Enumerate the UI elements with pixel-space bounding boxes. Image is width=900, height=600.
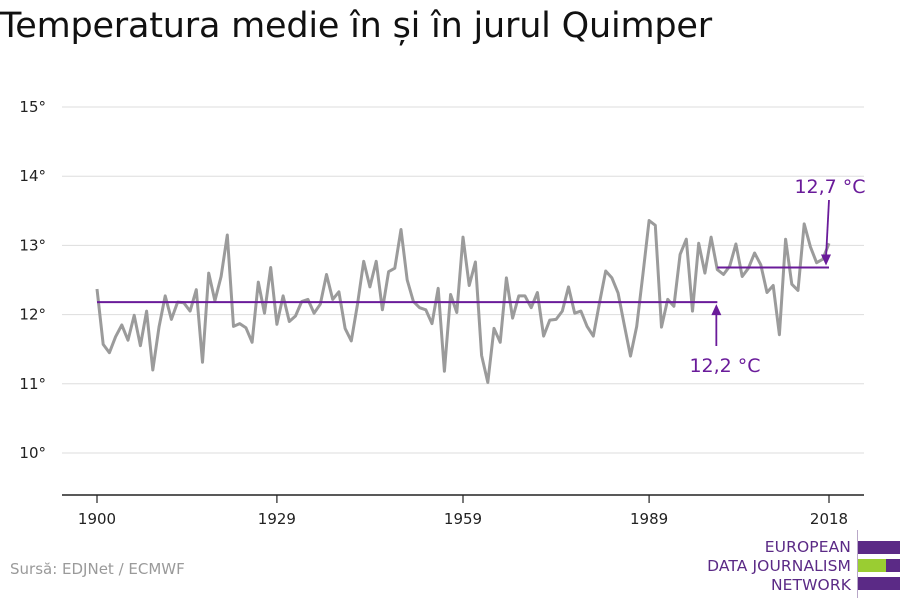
- x-tick-label-1929: 1929: [258, 510, 296, 528]
- x-tick-label-2018: 2018: [810, 510, 848, 528]
- x-tick-label-1959: 1959: [444, 510, 482, 528]
- logo-line-1: EUROPEAN: [764, 538, 851, 556]
- annotation-label-1: 12,2 °C: [689, 355, 760, 377]
- logo-line-2: DATA JOURNALISM: [707, 557, 851, 575]
- logo-line-3: NETWORK: [770, 576, 851, 594]
- edjnet-logo[interactable]: EUROPEAN DATA JOURNALISM NETWORK: [700, 528, 900, 600]
- logo-divider: [857, 530, 858, 598]
- annotation-arrowhead-2: [821, 254, 831, 266]
- average-lines: [97, 266, 829, 304]
- x-axis-ticks: 1900 1929 1959 1989 2018: [78, 495, 848, 528]
- logo-bar-top: [858, 541, 900, 554]
- y-tick-label-11: 11°: [19, 375, 46, 393]
- logo-bar-mid-purple: [886, 559, 900, 572]
- x-tick-label-1900: 1900: [78, 510, 116, 528]
- source-note: Sursă: EDJNet / ECMWF: [10, 560, 185, 578]
- x-tick-label-1989: 1989: [630, 510, 668, 528]
- logo-bar-mid-green: [858, 559, 886, 572]
- annotation-arrowhead-1: [711, 304, 722, 316]
- y-tick-label-14: 14°: [19, 167, 46, 185]
- y-tick-label-12: 12°: [19, 306, 46, 324]
- annotation-label-2: 12,7 °C: [794, 176, 865, 198]
- y-axis-labels: 10° 11° 12° 13° 14° 15°: [19, 98, 46, 462]
- temperature-series-line: [95, 219, 831, 384]
- y-tick-label-15: 15°: [19, 98, 46, 116]
- average-annotations: 12,2 °C 12,7 °C: [689, 176, 865, 377]
- logo-bar-bottom: [858, 577, 900, 590]
- y-tick-label-13: 13°: [19, 236, 46, 254]
- grid-lines: [62, 106, 864, 454]
- chart-title: Temperatura medie în și în jurul Quimper: [0, 6, 712, 46]
- annotation-arrow-2: [825, 199, 830, 258]
- y-tick-label-10: 10°: [19, 444, 46, 462]
